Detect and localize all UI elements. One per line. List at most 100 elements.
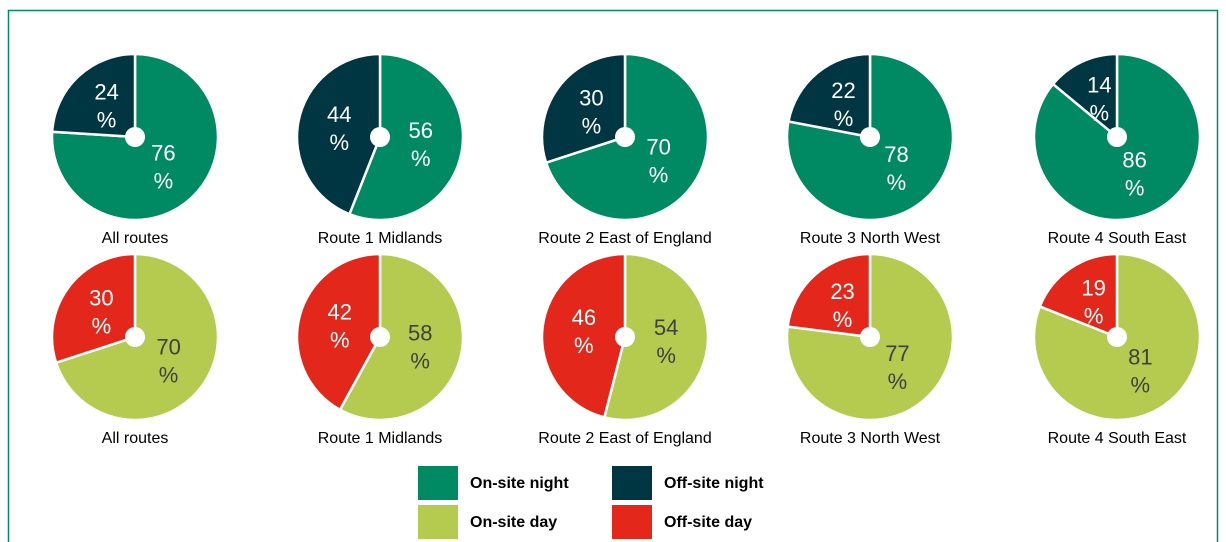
pie-slice <box>785 52 955 222</box>
legend-label: Off-site day <box>664 514 752 531</box>
label-number: 22 <box>831 78 855 103</box>
pie-slice <box>50 52 137 139</box>
pie-title: Route 3 North West <box>800 430 941 447</box>
label-number: 78 <box>884 142 908 167</box>
pie-slice <box>50 252 137 365</box>
label-unit: % <box>833 307 853 332</box>
label-number: 76 <box>151 140 175 165</box>
label-unit: % <box>330 327 350 352</box>
label-unit: % <box>887 170 907 195</box>
label-unit: % <box>154 168 174 193</box>
pie-slice <box>786 252 872 339</box>
data-label: 14% <box>1087 72 1111 125</box>
label-unit: % <box>888 369 908 394</box>
center-dot <box>1107 327 1127 347</box>
label-unit: % <box>656 343 676 368</box>
pie-slice <box>1038 252 1119 339</box>
data-label: 54% <box>654 315 678 368</box>
data-label: 24% <box>94 80 118 133</box>
data-label: 42% <box>328 299 352 352</box>
label-unit: % <box>1131 372 1151 397</box>
pie-title: Route 2 East of England <box>538 230 711 247</box>
label-number: 14 <box>1087 72 1111 97</box>
center-dot <box>615 327 635 347</box>
pie-slice <box>540 52 627 165</box>
pie-slice <box>50 52 220 222</box>
center-dot <box>615 127 635 147</box>
data-label: 70% <box>156 334 180 387</box>
label-number: 86 <box>1122 147 1146 172</box>
label-number: 58 <box>408 320 432 345</box>
label-number: 70 <box>646 134 670 159</box>
center-dot <box>1107 127 1127 147</box>
label-unit: % <box>159 362 179 387</box>
frame <box>7 9 1219 542</box>
pie-title: All routes <box>102 430 169 447</box>
data-label: 22% <box>831 78 855 131</box>
legend-swatch <box>612 466 652 500</box>
data-label: 56% <box>409 118 433 171</box>
label-unit: % <box>834 106 854 131</box>
pie-title: Route 1 Midlands <box>318 430 443 447</box>
data-label: 30% <box>579 85 603 138</box>
label-unit: % <box>1090 100 1110 125</box>
pie-slice <box>1051 52 1119 140</box>
label-unit: % <box>1125 175 1145 200</box>
data-label: 78% <box>884 142 908 195</box>
pie-slice <box>540 252 627 419</box>
center-dot <box>125 127 145 147</box>
legend-label: Off-site night <box>664 475 764 492</box>
data-label: 44% <box>327 102 351 155</box>
pie-title: Route 2 East of England <box>538 430 711 447</box>
label-number: 23 <box>830 279 854 304</box>
label-unit: % <box>1084 303 1104 328</box>
legend-swatch <box>418 505 458 539</box>
pie-title: All routes <box>102 230 169 247</box>
label-number: 56 <box>409 118 433 143</box>
label-number: 77 <box>885 341 909 366</box>
label-number: 44 <box>327 102 351 127</box>
data-label: 46% <box>572 305 596 358</box>
center-dot <box>125 327 145 347</box>
data-label: 76% <box>151 140 175 193</box>
label-number: 54 <box>654 315 678 340</box>
center-dot <box>370 127 390 147</box>
pie-title: Route 4 South East <box>1048 430 1187 447</box>
label-unit: % <box>574 333 594 358</box>
label-number: 81 <box>1128 344 1152 369</box>
label-unit: % <box>582 113 602 138</box>
label-number: 30 <box>579 85 603 110</box>
data-label: 58% <box>408 320 432 373</box>
label-number: 70 <box>156 334 180 359</box>
pie-slice <box>295 252 382 412</box>
data-label: 86% <box>1122 147 1146 200</box>
label-unit: % <box>649 162 669 187</box>
label-unit: % <box>410 348 430 373</box>
pie-slice <box>787 52 872 139</box>
pie-title: Route 1 Midlands <box>318 230 443 247</box>
label-number: 19 <box>1081 275 1105 300</box>
pie-slice <box>602 252 710 422</box>
pie-slice <box>295 52 382 216</box>
legend-swatch <box>612 505 652 539</box>
data-label: 77% <box>885 341 909 394</box>
label-unit: % <box>92 313 112 338</box>
data-label: 70% <box>646 134 670 187</box>
label-unit: % <box>97 108 117 133</box>
pie-title: Route 3 North West <box>800 230 941 247</box>
label-number: 24 <box>94 80 118 105</box>
center-dot <box>370 327 390 347</box>
label-unit: % <box>329 130 349 155</box>
data-label: 30% <box>89 285 113 338</box>
label-number: 30 <box>89 285 113 310</box>
legend-swatch <box>418 466 458 500</box>
pie-slice <box>1032 252 1202 422</box>
center-dot <box>860 127 880 147</box>
label-number: 42 <box>328 299 352 324</box>
data-label: 23% <box>830 279 854 332</box>
data-label: 19% <box>1081 275 1105 328</box>
label-unit: % <box>411 146 431 171</box>
data-label: 81% <box>1128 344 1152 397</box>
legend-label: On-site day <box>470 514 557 531</box>
